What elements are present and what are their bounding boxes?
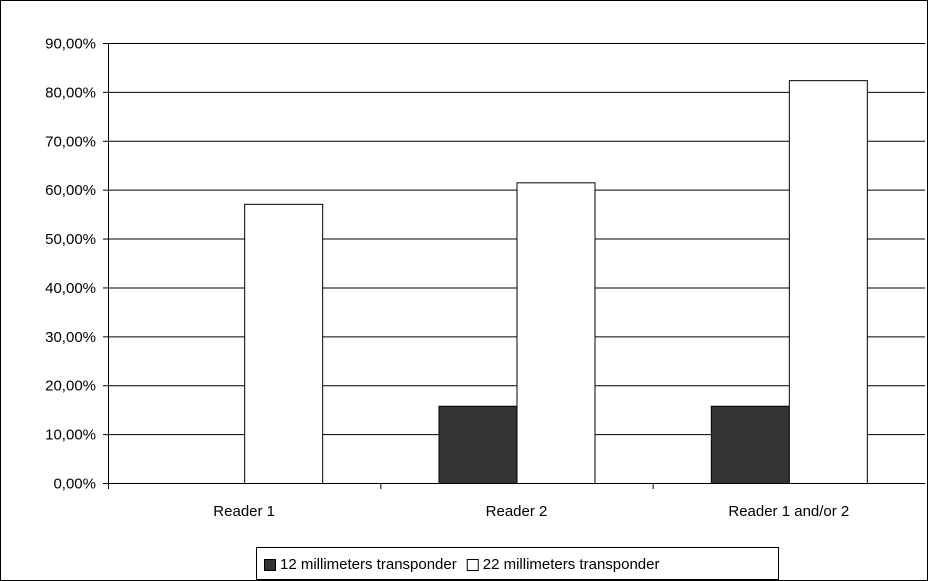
bar <box>244 203 324 484</box>
bars <box>244 80 868 485</box>
y-tick-label: 90,00% <box>45 36 96 53</box>
legend-swatch <box>466 559 479 571</box>
bar <box>788 80 868 485</box>
legend-box <box>256 547 779 580</box>
y-tick-label: 10,00% <box>45 427 96 444</box>
x-tick-label: Reader 1 <box>213 503 275 520</box>
x-tick-label: Reader 2 <box>486 503 548 520</box>
bar <box>710 405 790 484</box>
y-tick-label: 70,00% <box>45 133 96 150</box>
x-tick-label: Reader 1 and/or 2 <box>728 503 849 520</box>
y-tick-label: 30,00% <box>45 329 96 346</box>
y-tick-label: 60,00% <box>45 182 96 199</box>
legend: 12 millimeters transponder 22 millimeters… <box>256 547 779 580</box>
y-tick-label: 20,00% <box>45 378 96 395</box>
axes <box>103 43 925 489</box>
bar <box>438 405 518 484</box>
y-tick-label: 0,00% <box>53 476 96 493</box>
legend-label: 22 millimeters transponder <box>483 556 660 573</box>
y-tick-label: 80,00% <box>45 84 96 101</box>
y-tick-label: 50,00% <box>45 231 96 248</box>
legend-swatch <box>264 559 276 571</box>
bar <box>516 182 596 484</box>
labels: 0,00% 10,00% 20,00% 30,00% 40,00% 50,00% 60,00… <box>45 36 849 521</box>
legend-label: 12 millimeters transponder <box>280 556 457 573</box>
y-tick-label: 40,00% <box>45 280 96 297</box>
